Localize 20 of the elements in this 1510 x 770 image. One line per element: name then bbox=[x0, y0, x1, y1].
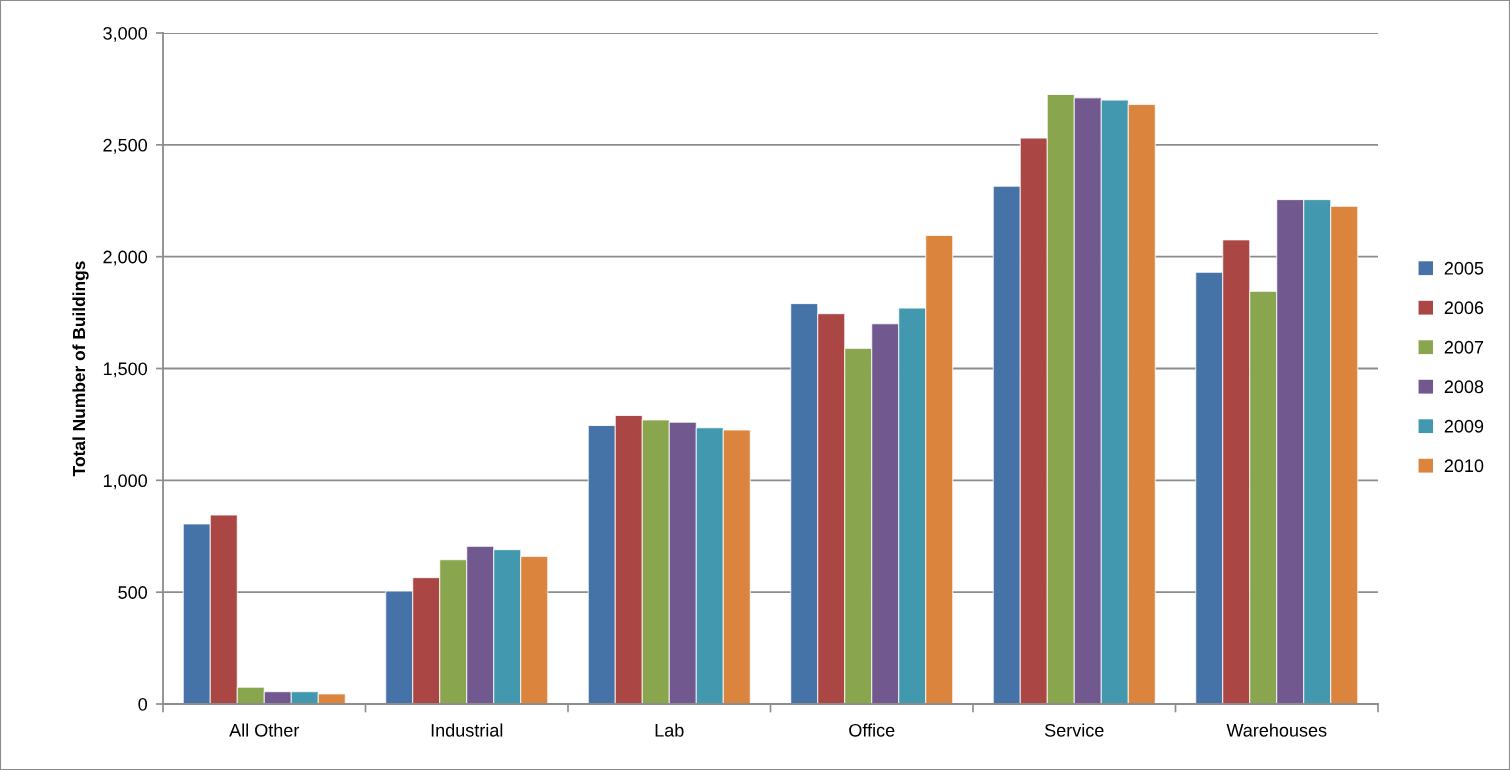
y-tick-label: 2,000 bbox=[103, 250, 148, 266]
legend-label: 2010 bbox=[1444, 459, 1484, 473]
x-tick-label: Service bbox=[1044, 723, 1104, 737]
legend-label: 2005 bbox=[1444, 261, 1484, 275]
y-axis-title: Total Number of Buildings bbox=[72, 261, 89, 477]
y-tick-label: 1,500 bbox=[103, 362, 148, 378]
legend-label: 2009 bbox=[1444, 419, 1484, 433]
legend-label: 2006 bbox=[1444, 301, 1484, 315]
legend-label: 2008 bbox=[1444, 380, 1484, 394]
x-tick-label: All Other bbox=[229, 723, 300, 737]
y-tick-label: 3,000 bbox=[103, 26, 148, 42]
y-tick-label: 0 bbox=[138, 697, 148, 711]
x-tick-label: Office bbox=[849, 723, 895, 737]
x-tick-label: Warehouses bbox=[1226, 723, 1327, 737]
y-tick-label: 500 bbox=[118, 586, 148, 599]
x-tick-label: Lab bbox=[655, 723, 684, 737]
y-tick-label: 1,000 bbox=[103, 474, 148, 490]
legend-label: 2007 bbox=[1444, 340, 1484, 354]
y-tick-label: 2,500 bbox=[103, 138, 148, 154]
x-tick-label: Industrial bbox=[431, 723, 503, 737]
